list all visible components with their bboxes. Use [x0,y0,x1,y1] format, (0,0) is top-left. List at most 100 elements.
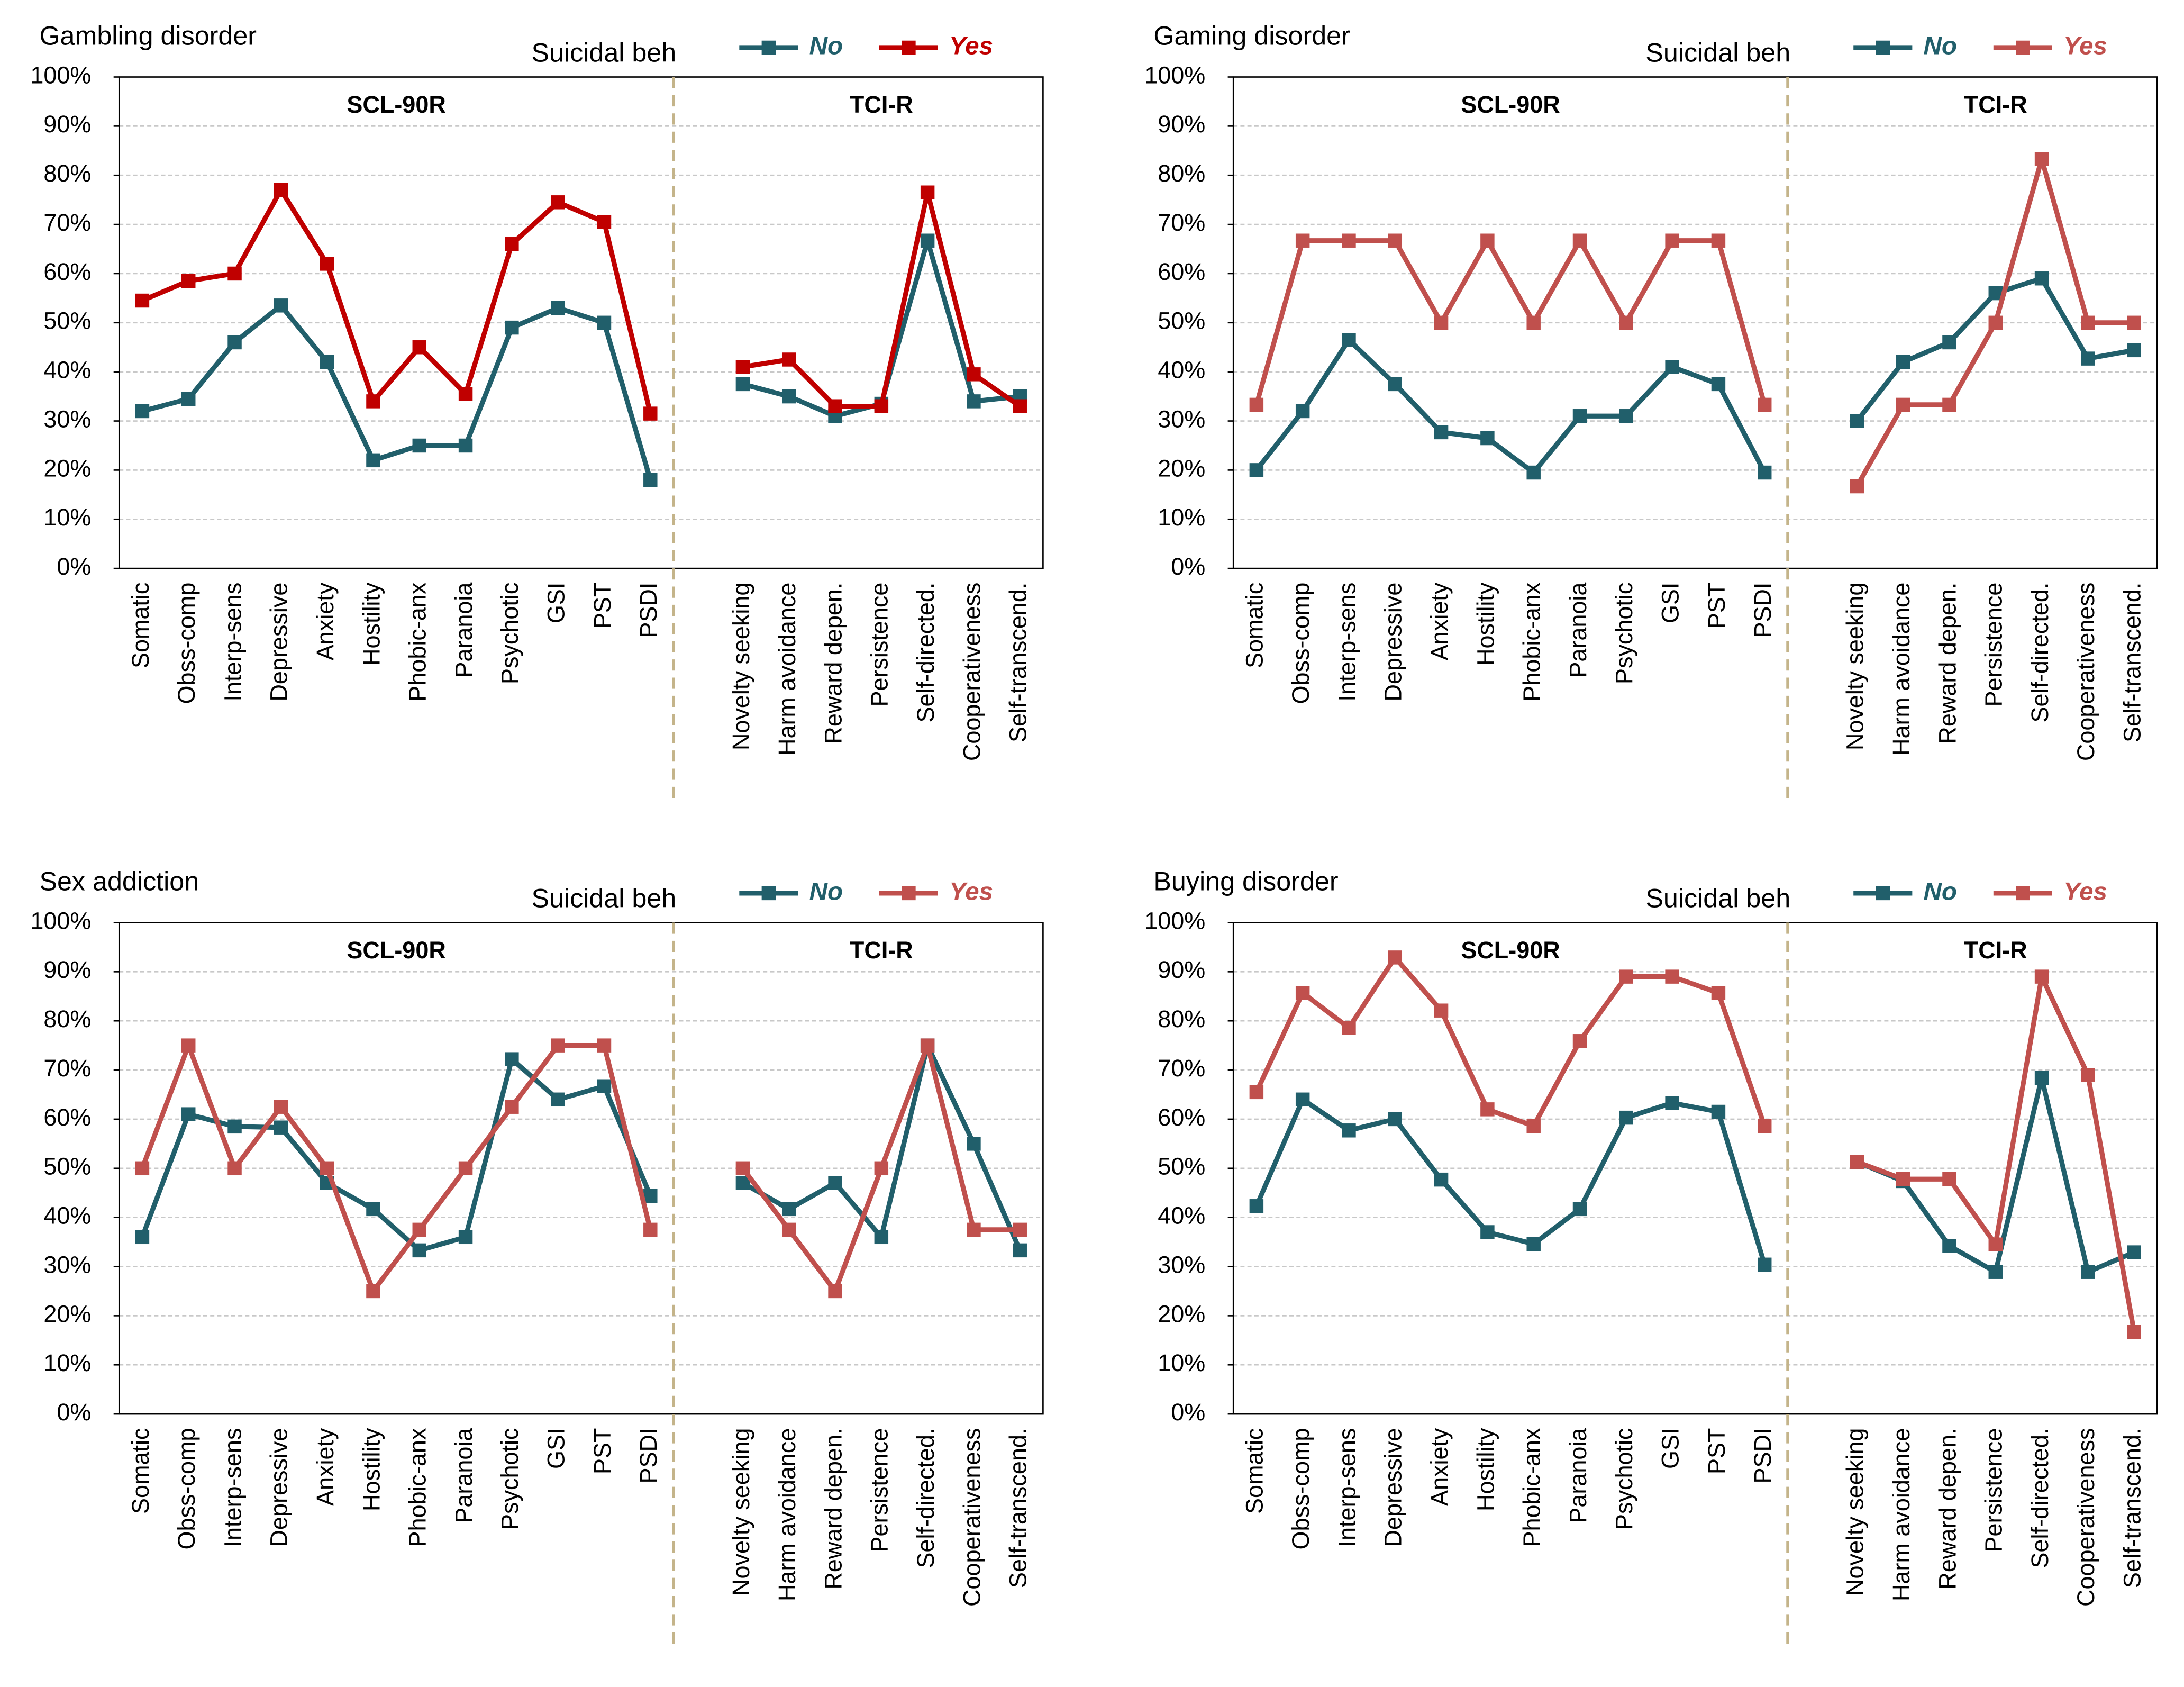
x-tick-label: PST [589,1428,616,1474]
plot-frame [1232,922,2158,1415]
group-label: SCL-90R [347,91,445,118]
legend-label: No [1924,32,1957,60]
chart-title: Gambling disorder [39,21,257,51]
point-marker [1850,1155,1864,1169]
point-marker [781,352,796,367]
y-tick-label: 60% [1158,258,1205,285]
point-marker [551,301,565,315]
group-label: TCI-R [1964,91,2027,118]
x-tick-label: Obss-comp [173,583,200,704]
point-marker [1711,1104,1726,1119]
point-marker [366,453,380,468]
legend-marker [1876,40,1890,55]
y-tick-label: 20% [43,455,91,482]
x-tick-label: Interp-sens [1333,1428,1360,1547]
point-marker [1942,1239,1957,1253]
point-marker [2034,1071,2049,1085]
x-tick-label: Novelty seeking [727,583,754,750]
x-tick-label: Interp-sens [219,583,246,702]
x-tick-label: Paranoia [450,582,477,678]
point-marker [1896,397,1910,412]
point-marker [135,1230,150,1245]
x-tick-label: Cooperativeness [958,583,985,761]
x-tick-label: Reward depen. [1934,583,1961,744]
point-marker [643,1222,658,1237]
point-marker [366,1202,380,1217]
group-label: SCL-90R [347,937,445,964]
legend-label: Yes [2063,877,2107,905]
point-marker [1988,315,2003,330]
point-marker [1480,1102,1495,1117]
point-marker [1388,1112,1403,1127]
x-tick-label: Depressive [1380,1428,1407,1547]
point-marker [1249,397,1264,412]
x-tick-label: Psychotic [496,583,523,684]
point-marker [2127,315,2141,330]
y-tick-label: 40% [43,1202,91,1229]
x-tick-label: GSI [543,1428,570,1469]
point-marker [458,1230,473,1245]
y-tick-label: 70% [1158,209,1205,236]
point-marker [505,237,519,251]
point-marker [643,1189,658,1203]
point-marker [597,1079,612,1093]
x-tick-label: PSDI [1749,583,1776,638]
point-marker [1619,409,1633,423]
point-marker [1295,986,1310,1000]
y-tick-label: 80% [43,1005,91,1032]
point-marker [505,320,519,335]
x-tick-label: Persistence [866,583,893,707]
x-tick-label: PSDI [1749,1428,1776,1484]
legend-marker [2016,40,2030,55]
x-tick-label: Harm avoidance [1888,583,1915,756]
point-marker [274,1120,288,1135]
point-marker [2081,315,2095,330]
point-marker [967,394,981,409]
y-tick-label: 10% [1158,1349,1205,1376]
y-tick-label: 40% [1158,1202,1205,1229]
point-marker [2127,343,2141,358]
point-marker [458,438,473,453]
point-marker [1619,315,1633,330]
y-tick-label: 10% [43,504,91,531]
y-tick-label: 90% [43,956,91,983]
chart-title: Buying disorder [1153,867,1338,896]
x-tick-label: Depressive [266,1428,293,1547]
point-marker [412,1243,426,1258]
x-tick-label: GSI [1657,583,1684,623]
x-tick-label: PST [1703,1428,1730,1474]
point-marker [135,293,150,308]
point-marker [1342,233,1356,248]
point-marker [735,1161,750,1176]
chart-title: Sex addiction [39,867,199,896]
chart-title: Gaming disorder [1153,21,1350,51]
point-marker [828,1284,842,1299]
x-tick-label: Self-directed. [2026,1428,2053,1568]
legend-label: No [809,32,843,60]
point-marker [505,1052,519,1066]
y-tick-label: 0% [57,1399,91,1426]
legend-label: Yes [949,877,993,905]
point-marker [1480,431,1495,446]
point-marker [228,1119,242,1134]
point-marker [920,185,935,199]
x-tick-label: Reward depen. [1934,1428,1961,1590]
y-tick-label: 20% [43,1300,91,1327]
y-tick-label: 60% [1158,1104,1205,1131]
point-marker [1526,465,1541,480]
point-marker [320,1161,334,1176]
x-tick-label: Phobic-anx [1518,583,1545,702]
series-line [141,238,1021,481]
point-marker [874,1161,889,1176]
y-tick-label: 50% [1158,1153,1205,1180]
y-tick-label: 100% [1144,61,1205,88]
y-tick-label: 0% [57,553,91,580]
x-tick-label: PSDI [635,1428,662,1484]
x-tick-label: Self-directed. [912,583,939,723]
x-tick-label: Phobic-anx [404,583,431,702]
point-marker [920,1038,935,1053]
point-marker [320,355,334,369]
point-marker [1480,1225,1495,1239]
